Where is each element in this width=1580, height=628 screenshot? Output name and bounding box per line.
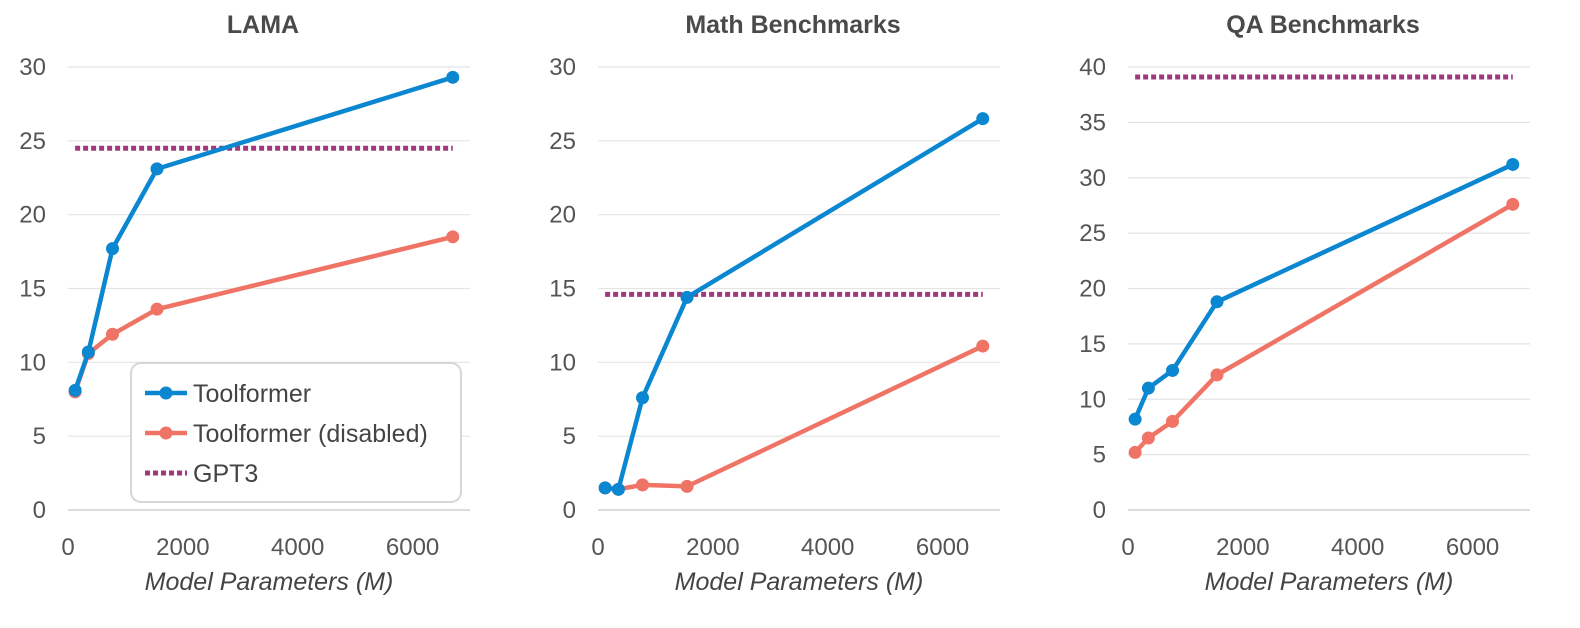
x-tick-label: 2000 — [156, 534, 209, 561]
panel-3: 0 5 10 15 20 25 30 35 40 0 2000 4000 6000 QA Benchmar… — [1079, 11, 1530, 596]
data-point-toolformer — [106, 242, 120, 256]
data-point-toolformer-disabled — [106, 327, 120, 341]
y-tick-label: 5 — [33, 423, 46, 450]
series-line-toolformer-disabled — [604, 344, 984, 492]
y-tick-label: 5 — [1093, 442, 1106, 469]
data-point-toolformer — [611, 482, 625, 496]
x-tick-label: 0 — [61, 534, 74, 561]
data-point-toolformer — [1210, 295, 1224, 309]
y-tick-label: 20 — [1079, 276, 1106, 303]
chart-title: QA Benchmarks — [1226, 11, 1420, 39]
y-tick-label: 30 — [19, 54, 46, 81]
data-point-toolformer-disabled — [976, 339, 990, 353]
panel-2: 0 5 10 15 20 25 30 0 2000 4000 6000 Math Benchmarks… — [549, 11, 1000, 596]
data-point-toolformer-disabled — [150, 302, 164, 316]
y-tick-label: 20 — [549, 202, 576, 229]
series-line-toolformer — [72, 75, 454, 392]
legend-marker-toolformer — [159, 386, 173, 400]
x-axis-label: Model Parameters (M) — [145, 568, 394, 596]
data-point-toolformer — [1166, 363, 1180, 377]
y-tick-label: 35 — [1079, 109, 1106, 136]
y-tick-label: 40 — [1079, 54, 1106, 81]
data-point-toolformer — [680, 290, 694, 304]
data-point-toolformer-disabled — [680, 479, 694, 493]
data-point-toolformer — [446, 70, 460, 84]
x-axis-label: Model Parameters (M) — [675, 568, 924, 596]
y-tick-label: 20 — [19, 202, 46, 229]
data-point-toolformer — [598, 481, 612, 495]
y-tick-label: 15 — [19, 276, 46, 303]
data-point-toolformer-disabled — [1506, 197, 1520, 211]
y-tick-label: 25 — [549, 128, 576, 155]
series-line-toolformer — [1133, 162, 1514, 421]
y-tick-label: 25 — [19, 128, 46, 155]
legend: Toolformer Toolformer (disabled) GPT3 — [130, 362, 462, 503]
data-point-toolformer — [150, 162, 164, 176]
chart-title: LAMA — [227, 11, 299, 39]
legend-label-gpt3: GPT3 — [193, 460, 258, 488]
data-point-toolformer-disabled — [1128, 445, 1142, 459]
data-point-toolformer-disabled — [1210, 368, 1224, 382]
x-axis-label: Model Parameters (M) — [1205, 568, 1454, 596]
data-point-toolformer — [976, 112, 990, 126]
x-tick-label: 6000 — [916, 534, 969, 561]
legend-label-toolformer-disabled: Toolformer (disabled) — [193, 420, 428, 448]
data-point-toolformer-disabled — [1141, 431, 1155, 445]
x-tick-label: 2000 — [686, 534, 739, 561]
x-tick-label: 6000 — [386, 534, 439, 561]
x-tick-label: 4000 — [271, 534, 324, 561]
data-point-toolformer — [1141, 381, 1155, 395]
data-point-toolformer — [1506, 157, 1520, 171]
x-tick-label: 0 — [591, 534, 604, 561]
data-point-toolformer — [1128, 412, 1142, 426]
panel-1: 0 5 10 15 20 25 30 0 2000 4000 6000 LAMA Model Param… — [19, 11, 470, 596]
data-point-toolformer — [81, 345, 95, 359]
y-tick-label: 15 — [549, 276, 576, 303]
y-tick-label: 5 — [563, 423, 576, 450]
x-tick-label: 4000 — [801, 534, 854, 561]
series-line-toolformer-disabled — [1133, 202, 1514, 454]
y-tick-label: 15 — [1079, 331, 1106, 358]
data-point-toolformer — [68, 383, 82, 397]
data-point-toolformer-disabled — [446, 230, 460, 244]
y-tick-label: 25 — [1079, 220, 1106, 247]
x-tick-label: 2000 — [1216, 534, 1269, 561]
data-point-toolformer-disabled — [1166, 414, 1180, 428]
y-tick-label: 30 — [1079, 165, 1106, 192]
data-point-toolformer — [636, 391, 650, 405]
legend-marker-toolformer-disabled — [159, 426, 173, 440]
y-tick-label: 0 — [33, 497, 46, 524]
data-point-toolformer-disabled — [636, 478, 650, 492]
x-tick-label: 6000 — [1446, 534, 1499, 561]
chart-title: Math Benchmarks — [685, 11, 900, 39]
y-tick-label: 30 — [549, 54, 576, 81]
x-tick-label: 4000 — [1331, 534, 1384, 561]
legend-box — [130, 362, 462, 503]
y-tick-label: 10 — [19, 349, 46, 376]
legend-label-toolformer: Toolformer — [193, 380, 311, 408]
x-tick-label: 0 — [1121, 534, 1134, 561]
y-tick-label: 10 — [549, 349, 576, 376]
y-tick-label: 10 — [1079, 386, 1106, 413]
y-tick-label: 0 — [563, 497, 576, 524]
y-tick-label: 0 — [1093, 497, 1106, 524]
